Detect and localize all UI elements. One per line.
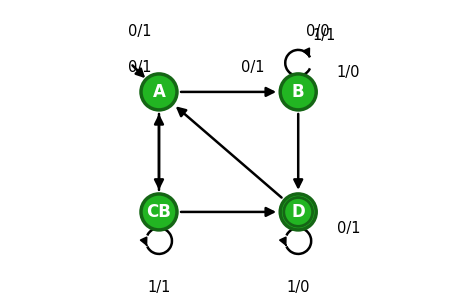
Text: D: D: [292, 203, 305, 221]
Text: 1/1: 1/1: [313, 29, 336, 43]
Text: 0/1: 0/1: [128, 24, 152, 40]
Text: 0/1: 0/1: [241, 60, 264, 76]
Circle shape: [141, 74, 177, 110]
Circle shape: [280, 74, 316, 110]
Text: 1/0: 1/0: [286, 280, 310, 295]
Text: 0/1: 0/1: [337, 221, 360, 236]
Text: 0/1: 0/1: [128, 60, 152, 76]
Text: CB: CB: [146, 203, 172, 221]
Text: 1/0: 1/0: [337, 65, 360, 80]
Text: 1/1: 1/1: [147, 280, 171, 295]
Circle shape: [141, 194, 177, 230]
Circle shape: [280, 194, 316, 230]
Text: A: A: [153, 83, 165, 101]
Text: B: B: [292, 83, 304, 101]
Text: 0/0: 0/0: [306, 24, 329, 40]
